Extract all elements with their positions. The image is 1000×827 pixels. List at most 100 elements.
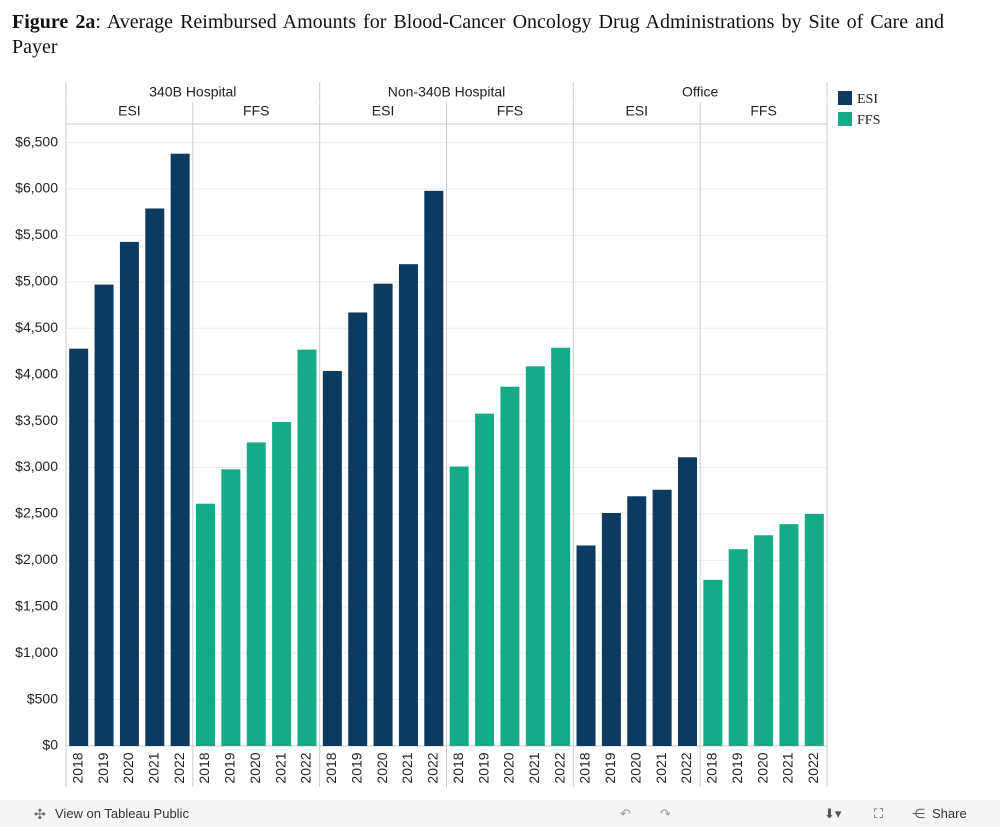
x-tick-label: 2021: [526, 752, 542, 783]
x-tick-label: 2019: [348, 752, 364, 783]
legend-label: FFS: [857, 113, 880, 128]
bar: [145, 208, 165, 746]
bar: [779, 524, 799, 746]
bar: [551, 347, 571, 746]
payer-header: ESI: [372, 103, 395, 119]
legend-swatch: [838, 112, 852, 126]
x-tick-label: 2019: [602, 752, 618, 783]
y-tick-label: $500: [27, 690, 58, 706]
x-tick-label: 2021: [399, 752, 415, 783]
legend-swatch: [838, 91, 852, 105]
bar: [246, 442, 266, 746]
x-tick-label: 2021: [272, 752, 288, 783]
bar: [804, 513, 824, 746]
x-tick-label: 2018: [323, 752, 339, 783]
bar: [297, 349, 317, 746]
y-tick-label: $2,000: [15, 551, 58, 567]
x-tick-label: 2022: [298, 752, 314, 783]
bar: [348, 312, 368, 746]
payer-header: FFS: [750, 103, 776, 119]
y-tick-label: $0: [42, 737, 58, 753]
bar: [196, 503, 216, 746]
x-tick-label: 2020: [374, 752, 390, 783]
bar: [728, 549, 748, 746]
title-label: Figure 2a: [12, 11, 96, 33]
title-block: Figure 2a: Average Reimbursed Amounts fo…: [12, 10, 944, 60]
share-icon[interactable]: ⋲: [912, 806, 925, 821]
bar: [525, 366, 545, 746]
x-tick-label: 2019: [475, 752, 491, 783]
site-header: 340B Hospital: [149, 84, 236, 100]
bar: [475, 413, 495, 746]
bar: [754, 535, 774, 746]
y-tick-label: $5,500: [15, 226, 58, 242]
y-tick-label: $3,000: [15, 458, 58, 474]
y-tick-label: $4,500: [15, 319, 58, 335]
bar: [272, 422, 292, 746]
x-tick-label: 2018: [704, 752, 720, 783]
y-tick-label: $5,000: [15, 273, 58, 289]
bar: [119, 241, 139, 746]
site-header: Non-340B Hospital: [388, 84, 506, 100]
x-tick-label: 2019: [95, 752, 111, 783]
x-tick-label: 2022: [171, 752, 187, 783]
x-tick-label: 2021: [653, 752, 669, 783]
legend-label: ESI: [857, 92, 878, 107]
bar: [627, 496, 647, 746]
bar: [500, 386, 520, 746]
y-tick-label: $6,000: [15, 180, 58, 196]
x-tick-label: 2022: [805, 752, 821, 783]
x-tick-label: 2020: [754, 752, 770, 783]
y-tick-label: $3,500: [15, 412, 58, 428]
x-tick-label: 2020: [247, 752, 263, 783]
site-header: Office: [682, 84, 719, 100]
x-tick-label: 2018: [69, 752, 85, 783]
x-tick-label: 2021: [145, 752, 161, 783]
chart-title: : Average Reimbursed Amounts for Blood-C…: [12, 11, 944, 58]
download-icon[interactable]: ⬇▾: [824, 806, 842, 821]
x-tick-label: 2018: [450, 752, 466, 783]
toolbar: ✣ View on Tableau Public ↶ ↷ ⬇▾ ⛶ ⋲ Shar…: [0, 800, 1000, 827]
share[interactable]: Share: [932, 806, 967, 821]
payer-header: FFS: [243, 103, 269, 119]
bar: [703, 579, 723, 746]
bar: [373, 283, 393, 746]
fullscreen-icon[interactable]: ⛶: [874, 806, 884, 821]
redo-icon[interactable]: ↷: [660, 806, 671, 821]
x-tick-label: 2022: [551, 752, 567, 783]
view-link[interactable]: View on Tableau Public: [55, 806, 189, 821]
bar: [424, 190, 444, 746]
bar: [652, 489, 672, 746]
x-tick-label: 2020: [501, 752, 517, 783]
x-tick-label: 2020: [627, 752, 643, 783]
x-tick-label: 2018: [577, 752, 593, 783]
x-tick-label: 2021: [780, 752, 796, 783]
x-tick-label: 2020: [120, 752, 136, 783]
bar: [322, 370, 342, 746]
bar: [69, 348, 89, 746]
x-tick-label: 2019: [222, 752, 238, 783]
x-tick-label: 2022: [425, 752, 441, 783]
y-tick-label: $1,500: [15, 597, 58, 613]
payer-header: ESI: [118, 103, 141, 119]
bar: [170, 153, 190, 746]
x-tick-label: 2018: [196, 752, 212, 783]
bar: [601, 512, 621, 746]
bar: [449, 466, 469, 746]
undo-icon[interactable]: ↶: [620, 806, 631, 821]
bar: [576, 545, 596, 746]
payer-header: FFS: [497, 103, 523, 119]
bar: [398, 264, 418, 746]
icon: ✣: [34, 806, 46, 822]
x-tick-label: 2022: [678, 752, 694, 783]
chart: $0 $500 $1,000 $1,500 $2,000 $2,500 $3,000 $3,5…: [15, 82, 880, 787]
x-tick-label: 2019: [729, 752, 745, 783]
y-tick-label: $6,500: [15, 133, 58, 149]
bar: [94, 284, 114, 746]
y-tick-label: $4,000: [15, 365, 58, 381]
bar: [677, 457, 697, 746]
bar: [221, 469, 241, 746]
y-tick-label: $2,500: [15, 505, 58, 521]
y-tick-label: $1,000: [15, 644, 58, 660]
